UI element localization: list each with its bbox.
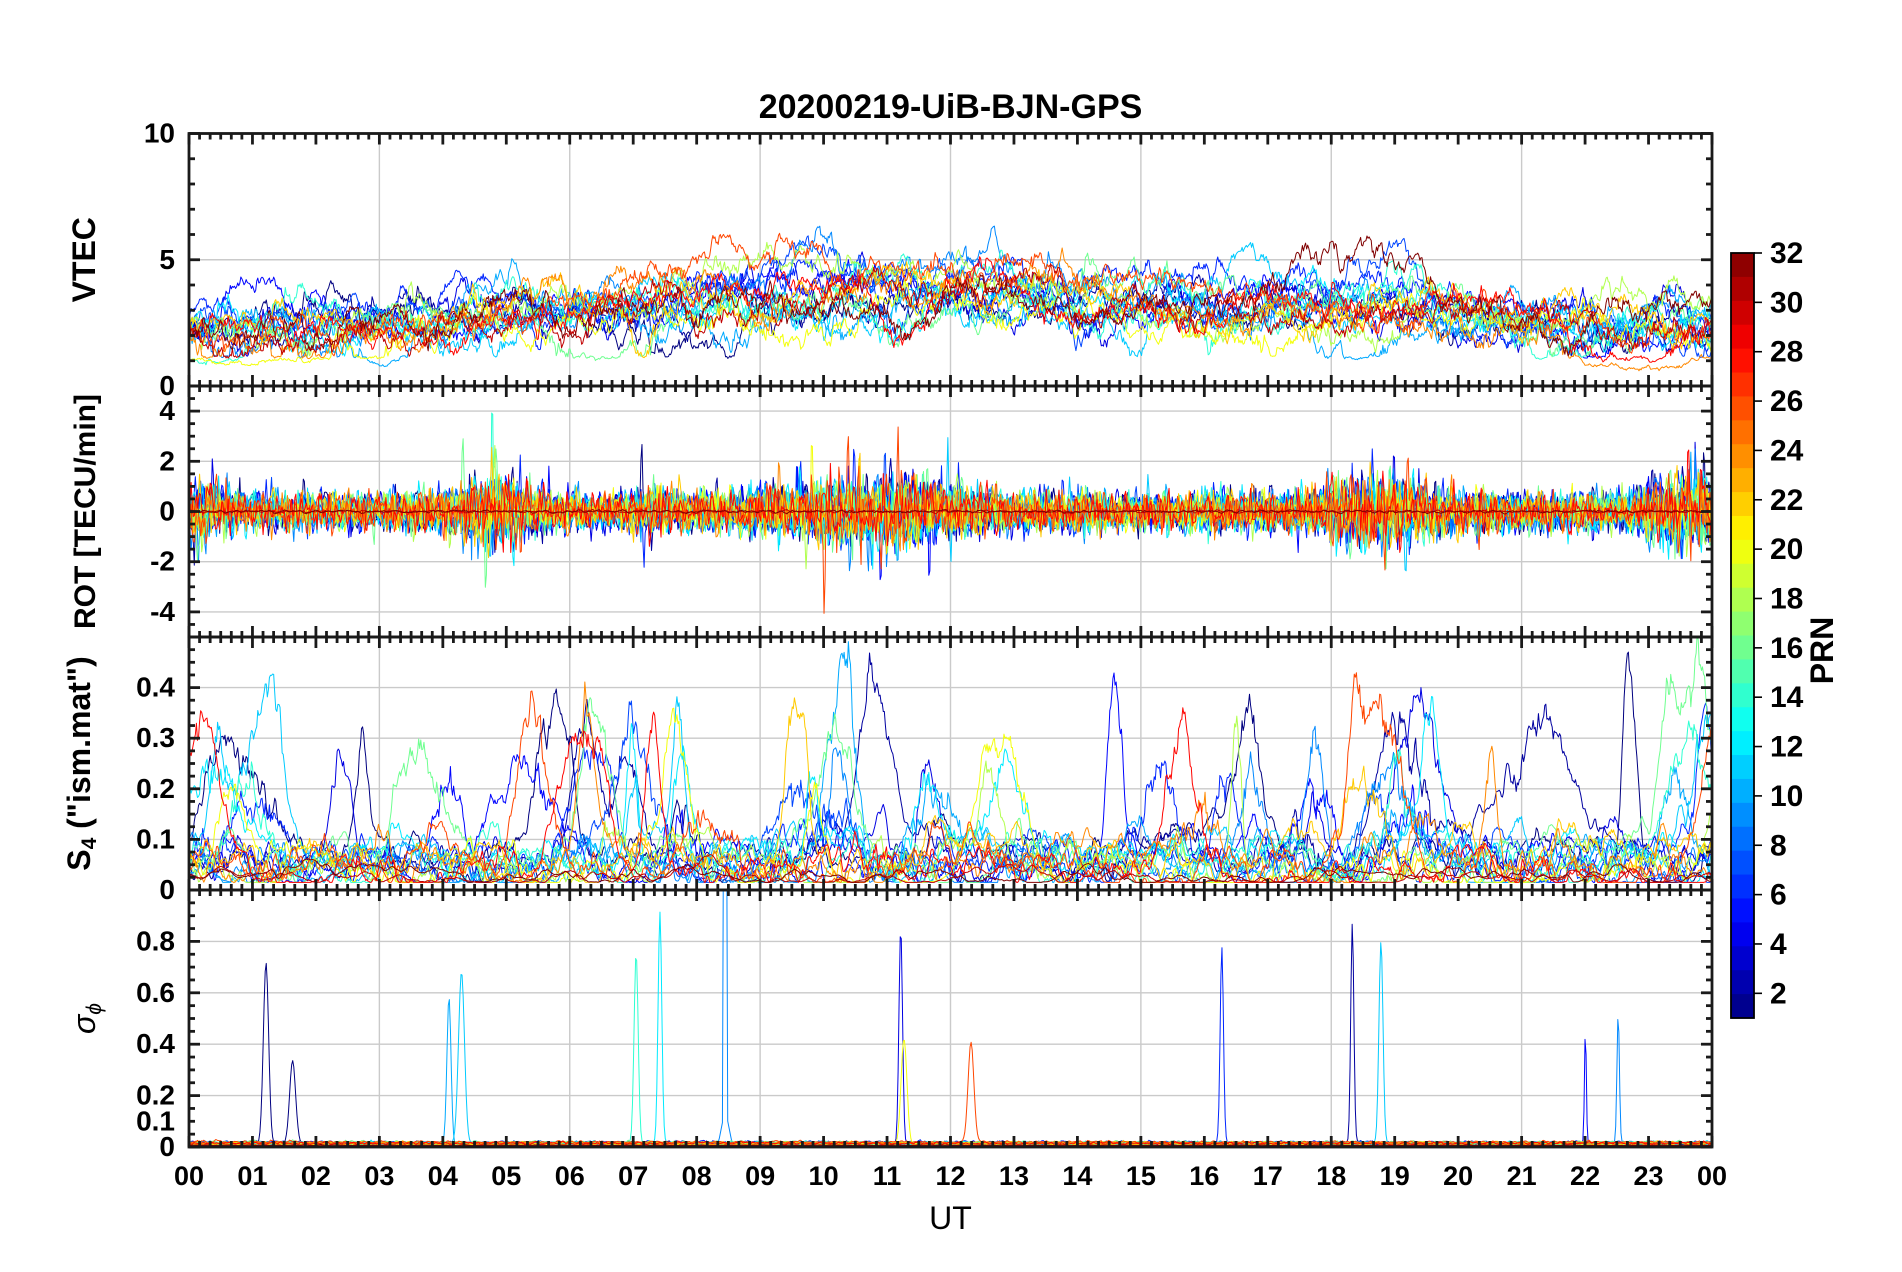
svg-text:12: 12: [1770, 731, 1803, 764]
svg-text:24: 24: [1770, 434, 1804, 467]
svg-text:02: 02: [301, 1161, 331, 1191]
svg-text:13: 13: [999, 1161, 1029, 1191]
svg-text:18: 18: [1316, 1161, 1346, 1191]
svg-text:20200219-UiB-BJN-GPS: 20200219-UiB-BJN-GPS: [759, 88, 1143, 126]
svg-text:0.2: 0.2: [136, 1080, 175, 1111]
svg-text:5: 5: [159, 244, 175, 275]
svg-text:0.2: 0.2: [136, 773, 175, 804]
svg-text:12: 12: [935, 1161, 965, 1191]
svg-text:4: 4: [159, 395, 175, 426]
svg-text:23: 23: [1634, 1161, 1664, 1191]
svg-text:10: 10: [144, 118, 175, 149]
svg-text:32: 32: [1770, 237, 1803, 270]
svg-text:05: 05: [491, 1161, 521, 1191]
svg-text:6: 6: [1770, 879, 1787, 912]
svg-text:28: 28: [1770, 336, 1803, 369]
svg-text:0.8: 0.8: [136, 925, 175, 956]
svg-text:14: 14: [1062, 1161, 1092, 1191]
svg-text:0.1: 0.1: [136, 823, 175, 854]
svg-text:16: 16: [1770, 632, 1803, 665]
svg-text:0: 0: [159, 496, 175, 527]
svg-text:-4: -4: [150, 596, 175, 627]
svg-text:17: 17: [1253, 1161, 1283, 1191]
svg-text:07: 07: [618, 1161, 648, 1191]
svg-text:2: 2: [1770, 977, 1787, 1010]
svg-text:03: 03: [364, 1161, 394, 1191]
svg-text:00: 00: [1697, 1161, 1727, 1191]
svg-text:S4 ("ism.mat"): S4 ("ism.mat"): [61, 656, 101, 871]
svg-text:4: 4: [1770, 928, 1787, 961]
svg-text:20: 20: [1443, 1161, 1473, 1191]
svg-text:14: 14: [1770, 681, 1804, 714]
svg-text:00: 00: [174, 1161, 204, 1191]
svg-text:06: 06: [555, 1161, 585, 1191]
svg-text:11: 11: [873, 1161, 902, 1191]
svg-text:20: 20: [1770, 533, 1803, 566]
svg-text:0.4: 0.4: [136, 672, 175, 703]
svg-text:UT: UT: [929, 1200, 972, 1236]
svg-text:22: 22: [1570, 1161, 1600, 1191]
svg-text:10: 10: [1770, 780, 1803, 813]
svg-text:18: 18: [1770, 582, 1803, 615]
svg-text:16: 16: [1189, 1161, 1219, 1191]
svg-text:15: 15: [1126, 1161, 1156, 1191]
svg-text:VTEC: VTEC: [66, 217, 102, 302]
svg-text:30: 30: [1770, 286, 1803, 319]
svg-text:22: 22: [1770, 484, 1803, 517]
svg-text:0: 0: [159, 874, 175, 905]
svg-text:26: 26: [1770, 385, 1803, 418]
svg-text:01: 01: [237, 1161, 267, 1191]
svg-text:0.4: 0.4: [136, 1028, 175, 1059]
svg-text:0.3: 0.3: [136, 722, 175, 753]
svg-text:ROT [TECU/min]: ROT [TECU/min]: [69, 394, 102, 629]
svg-text:0.6: 0.6: [136, 977, 175, 1008]
svg-text:21: 21: [1507, 1161, 1537, 1191]
svg-text:10: 10: [809, 1161, 839, 1191]
svg-text:09: 09: [745, 1161, 775, 1191]
svg-text:PRN: PRN: [1804, 617, 1840, 685]
svg-text:08: 08: [682, 1161, 712, 1191]
svg-text:19: 19: [1380, 1161, 1410, 1191]
svg-text:8: 8: [1770, 829, 1787, 862]
svg-text:-2: -2: [150, 546, 175, 577]
svg-text:04: 04: [428, 1161, 458, 1191]
svg-text:2: 2: [159, 445, 175, 476]
